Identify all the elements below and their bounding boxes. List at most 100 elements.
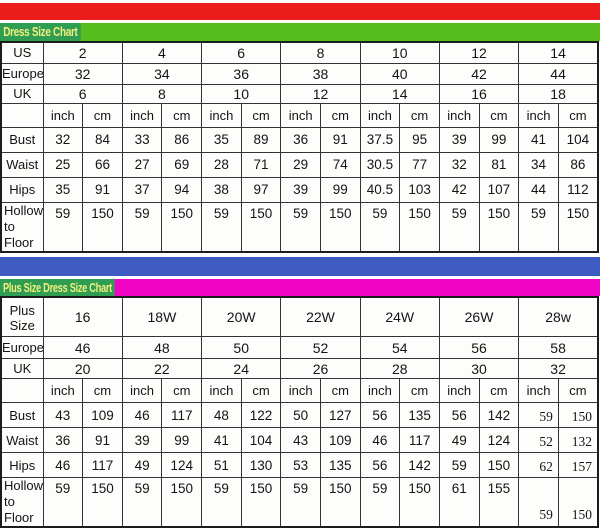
t1-hips-value-cell: 42	[438, 176, 480, 203]
t1-waist-value-cell: 29	[280, 151, 321, 178]
t2-waist-value-cell: 124	[478, 427, 520, 453]
t2-uk-size-cell: 32	[518, 358, 599, 379]
t1-row-label-waist: Waist	[0, 151, 44, 178]
t2-unit-inch-cell: inch	[201, 378, 242, 403]
t2-hips-value-cell: 51	[201, 452, 242, 478]
table1-title-bar: Dress Size Chart	[0, 23, 600, 41]
t2-bust-value-cell: 117	[161, 402, 203, 428]
t2-row-label-plus: Plus Size	[0, 296, 44, 337]
t1-waist-value-cell: 25	[42, 151, 84, 178]
t2-waist-value-cell: 104	[240, 427, 282, 453]
t1-uk-size-cell: 14	[359, 83, 440, 104]
t2-row-label-bust: Bust	[0, 402, 44, 428]
t1-row-label-us: US	[0, 41, 44, 64]
t2-unit-inch-cell: inch	[359, 378, 401, 403]
t2-hips-value-cell: 53	[280, 452, 321, 478]
t2-unit-cm-cell: cm	[82, 378, 123, 403]
t1-unit-inch-cell: inch	[280, 102, 321, 128]
t2-hips-value-cell: 59	[438, 452, 480, 478]
t2-hips-value-cell: 157	[557, 452, 599, 478]
dress-size-chart-table: US 2 4 6 8 10 12 14 Europe 32 34 36 38 40 42 44 UK 6 8 10 12…	[0, 41, 599, 253]
t1-us-size-cell: 14	[518, 41, 599, 64]
t2-hips-value-cell: 142	[399, 452, 440, 478]
t1-hollow-value-cell: 59	[438, 201, 480, 253]
t2-unit-cm-cell: cm	[240, 378, 282, 403]
t1-unit-cm-cell: cm	[557, 102, 599, 128]
table2-title: Plus Size Dress Size Chart	[0, 279, 115, 296]
t2-hollow-value-cell: 59	[121, 477, 163, 528]
t2-bust-value-cell: 127	[319, 402, 361, 428]
t1-hips-value-cell: 97	[240, 176, 282, 203]
t2-uk-size-cell: 24	[201, 358, 282, 379]
table2-title-bar: Plus Size Dress Size Chart	[0, 279, 600, 296]
t2-hips-value-cell: 150	[478, 452, 520, 478]
divider-blue-bar	[0, 257, 600, 276]
t1-hips-value-cell: 37	[121, 176, 163, 203]
t1-waist-value-cell: 74	[319, 151, 361, 178]
t2-unit-inch-cell: inch	[518, 378, 559, 403]
t1-hollow-value-cell: 150	[240, 201, 282, 253]
t2-unit-cm-cell: cm	[319, 378, 361, 403]
t2-hollow-value-cell: 59	[42, 477, 84, 528]
t1-uk-size-cell: 10	[201, 83, 282, 104]
t2-europe-size-cell: 58	[518, 336, 599, 359]
t2-plus-size-cell: 18W	[121, 296, 203, 337]
t2-bust-value-cell: 46	[121, 402, 163, 428]
t1-waist-value-cell: 27	[121, 151, 163, 178]
t1-us-size-cell: 6	[201, 41, 282, 64]
t1-bust-value-cell: 104	[557, 126, 599, 153]
t1-us-size-cell: 2	[42, 41, 123, 64]
t1-bust-value-cell: 36	[280, 126, 321, 153]
t2-bust-value-cell: 50	[280, 402, 321, 428]
t2-hollow-value-cell: 155	[478, 477, 520, 528]
t2-bust-value-cell: 109	[82, 402, 123, 428]
t2-uk-size-cell: 28	[359, 358, 440, 379]
t1-europe-size-cell: 32	[42, 62, 123, 85]
t2-waist-value-cell: 132	[557, 427, 599, 453]
t1-us-size-cell: 8	[280, 41, 361, 64]
t1-hollow-value-cell: 59	[121, 201, 163, 253]
t2-hips-value-cell: 135	[319, 452, 361, 478]
t1-hollow-value-cell: 59	[42, 201, 84, 253]
t2-hips-value-cell: 49	[121, 452, 163, 478]
t1-bust-value-cell: 32	[42, 126, 84, 153]
t2-europe-size-cell: 48	[121, 336, 203, 359]
t1-unit-cm-cell: cm	[478, 102, 520, 128]
t2-row-label-uk: UK	[0, 358, 44, 379]
t1-europe-size-cell: 36	[201, 62, 282, 85]
t1-bust-value-cell: 95	[399, 126, 440, 153]
t2-uk-size-cell: 26	[280, 358, 361, 379]
t2-hollow-value-cell: 150	[82, 477, 123, 528]
t2-plus-size-cell: 24W	[359, 296, 440, 337]
t2-waist-value-cell: 41	[201, 427, 242, 453]
t2-hollow-value-cell: 150	[161, 477, 203, 528]
t1-hollow-value-cell: 150	[399, 201, 440, 253]
t1-waist-value-cell: 30.5	[359, 151, 401, 178]
t1-unit-cm-cell: cm	[399, 102, 440, 128]
t1-bust-value-cell: 86	[161, 126, 203, 153]
t1-bust-value-cell: 37.5	[359, 126, 401, 153]
t2-waist-value-cell: 49	[438, 427, 480, 453]
t1-row-label-europe: Europe	[0, 62, 44, 85]
t2-unit-cm-cell: cm	[161, 378, 203, 403]
t1-waist-value-cell: 32	[438, 151, 480, 178]
t1-hollow-value-cell: 59	[359, 201, 401, 253]
t2-hollow-value-cell: 59	[518, 477, 559, 528]
t1-hollow-value-cell: 150	[319, 201, 361, 253]
t1-hips-value-cell: 40.5	[359, 176, 401, 203]
t2-waist-value-cell: 99	[161, 427, 203, 453]
t1-hips-value-cell: 38	[201, 176, 242, 203]
t2-uk-size-cell: 20	[42, 358, 123, 379]
t1-unit-inch-cell: inch	[201, 102, 242, 128]
t2-hips-value-cell: 62	[518, 452, 559, 478]
t2-bust-value-cell: 122	[240, 402, 282, 428]
t1-hips-value-cell: 44	[518, 176, 559, 203]
t1-unit-cm-cell: cm	[161, 102, 203, 128]
t1-hollow-value-cell: 150	[478, 201, 520, 253]
t1-us-size-cell: 10	[359, 41, 440, 64]
t2-europe-size-cell: 56	[438, 336, 520, 359]
t1-row-label-bust: Bust	[0, 126, 44, 153]
t2-plus-size-cell: 20W	[201, 296, 282, 337]
t2-waist-value-cell: 117	[399, 427, 440, 453]
t1-bust-value-cell: 84	[82, 126, 123, 153]
